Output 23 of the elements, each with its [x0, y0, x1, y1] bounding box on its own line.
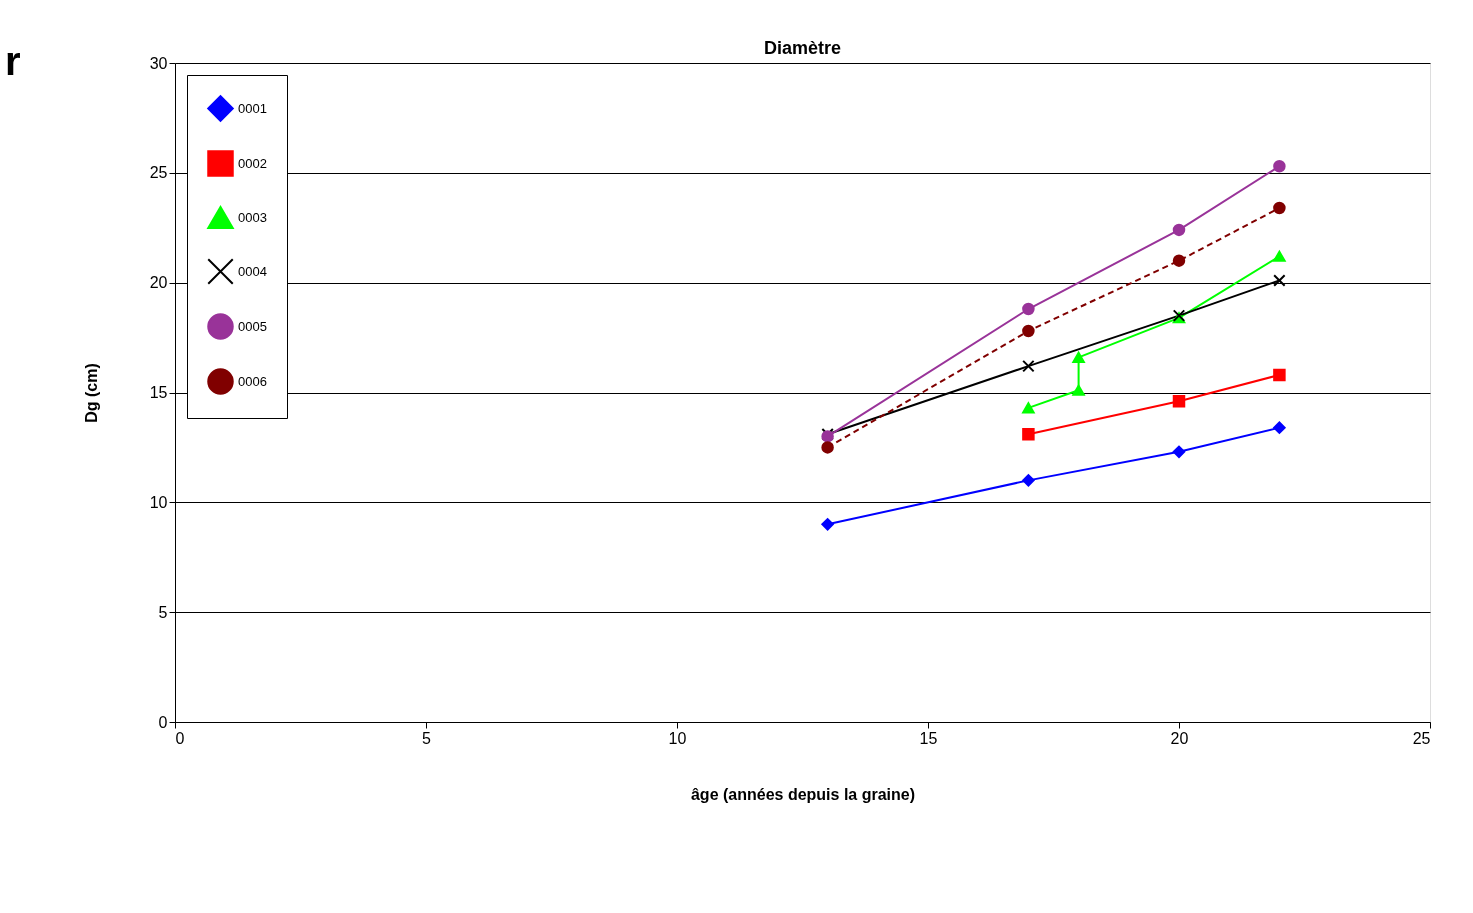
x-tick-label: 5 — [422, 729, 432, 747]
y-tick-label: 0 — [158, 713, 168, 731]
x-tick-label: 15 — [919, 729, 938, 747]
y-axis-title: Dg (cm) — [82, 363, 100, 423]
x-tick-label: 0 — [175, 729, 185, 747]
x-tick-label: 20 — [1170, 729, 1189, 747]
legend-label: 0002 — [238, 155, 267, 171]
y-tick-label: 30 — [149, 54, 168, 72]
x-tick-label: 10 — [668, 729, 687, 747]
y-tick-label: 10 — [149, 493, 168, 511]
y-tick-label: 25 — [149, 164, 168, 182]
legend-label: 0006 — [238, 373, 267, 389]
y-tick-label: 20 — [149, 274, 168, 292]
chart-title: Diamètre — [763, 38, 842, 58]
legend-label: 0001 — [238, 100, 267, 116]
y-tick-label: 15 — [149, 384, 168, 401]
legend-label: 0004 — [238, 263, 267, 279]
legend-label: 0005 — [238, 318, 267, 334]
legend-label: 0003 — [238, 209, 267, 225]
y-tick-label: 5 — [158, 603, 168, 621]
x-axis-title: âge (années depuis la graine) — [690, 785, 916, 803]
text: r — [5, 39, 21, 83]
x-tick-label: 25 — [1412, 729, 1431, 747]
